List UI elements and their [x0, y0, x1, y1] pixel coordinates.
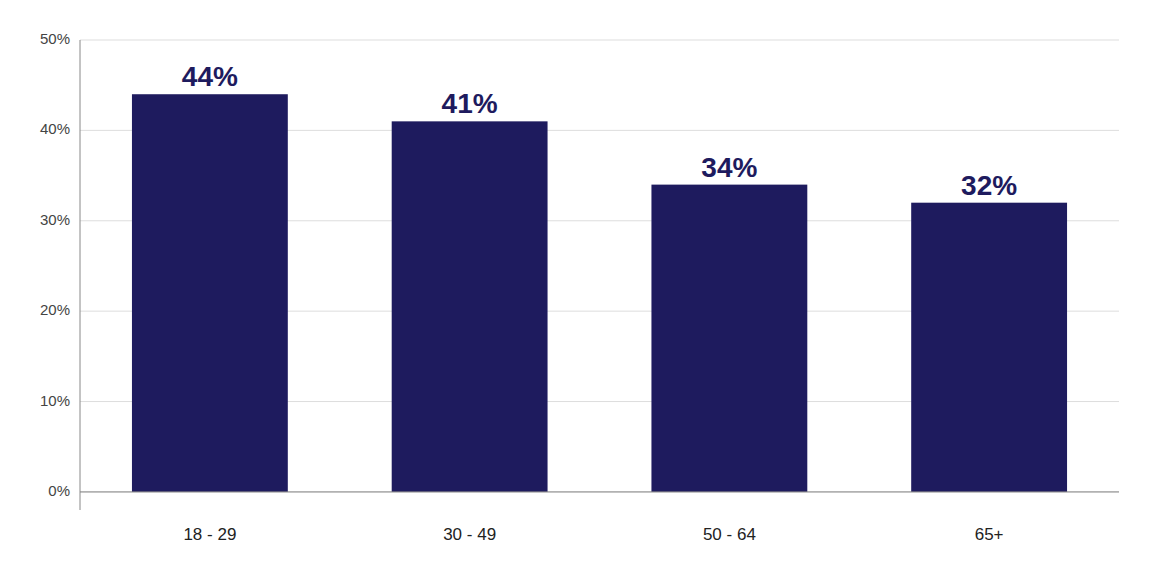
data-label: 32% — [961, 170, 1017, 201]
bar — [392, 121, 548, 492]
x-tick-label: 50 - 64 — [703, 525, 756, 544]
bar — [651, 185, 807, 492]
y-tick-label: 20% — [40, 301, 70, 318]
x-tick-label: 65+ — [975, 525, 1004, 544]
y-tick-label: 50% — [40, 30, 70, 47]
bar — [132, 94, 288, 492]
y-tick-label: 10% — [40, 392, 70, 409]
x-axis-line — [80, 491, 1119, 492]
x-ticks: 18 - 29 30 - 49 50 - 64 65+ — [183, 525, 1003, 544]
x-tick-label: 18 - 29 — [183, 525, 236, 544]
y-axis-line — [80, 40, 81, 510]
data-label: 44% — [182, 61, 238, 92]
x-tick-label: 30 - 49 — [443, 525, 496, 544]
grid-line — [80, 40, 1119, 41]
y-tick-label: 40% — [40, 120, 70, 137]
bar — [911, 203, 1067, 492]
chart-container: 0% 10% 20% 30% 40% 50% 44% 41% 34% 32% 18 - 29 30 -… — [0, 0, 1149, 570]
y-tick-label: 30% — [40, 211, 70, 228]
chart-svg: 0% 10% 20% 30% 40% 50% 44% 41% 34% 32% 18 - 29 30 -… — [0, 0, 1149, 570]
data-label: 41% — [442, 88, 498, 119]
y-tick-label: 0% — [48, 482, 70, 499]
grid — [80, 40, 1119, 492]
bars — [132, 94, 1067, 492]
data-label: 34% — [701, 152, 757, 183]
grid-line — [80, 491, 1119, 492]
data-labels: 44% 41% 34% 32% — [182, 61, 1017, 200]
y-ticks: 0% 10% 20% 30% 40% 50% — [40, 30, 70, 499]
